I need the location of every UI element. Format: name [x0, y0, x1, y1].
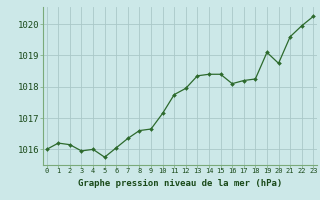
X-axis label: Graphe pression niveau de la mer (hPa): Graphe pression niveau de la mer (hPa): [78, 179, 282, 188]
